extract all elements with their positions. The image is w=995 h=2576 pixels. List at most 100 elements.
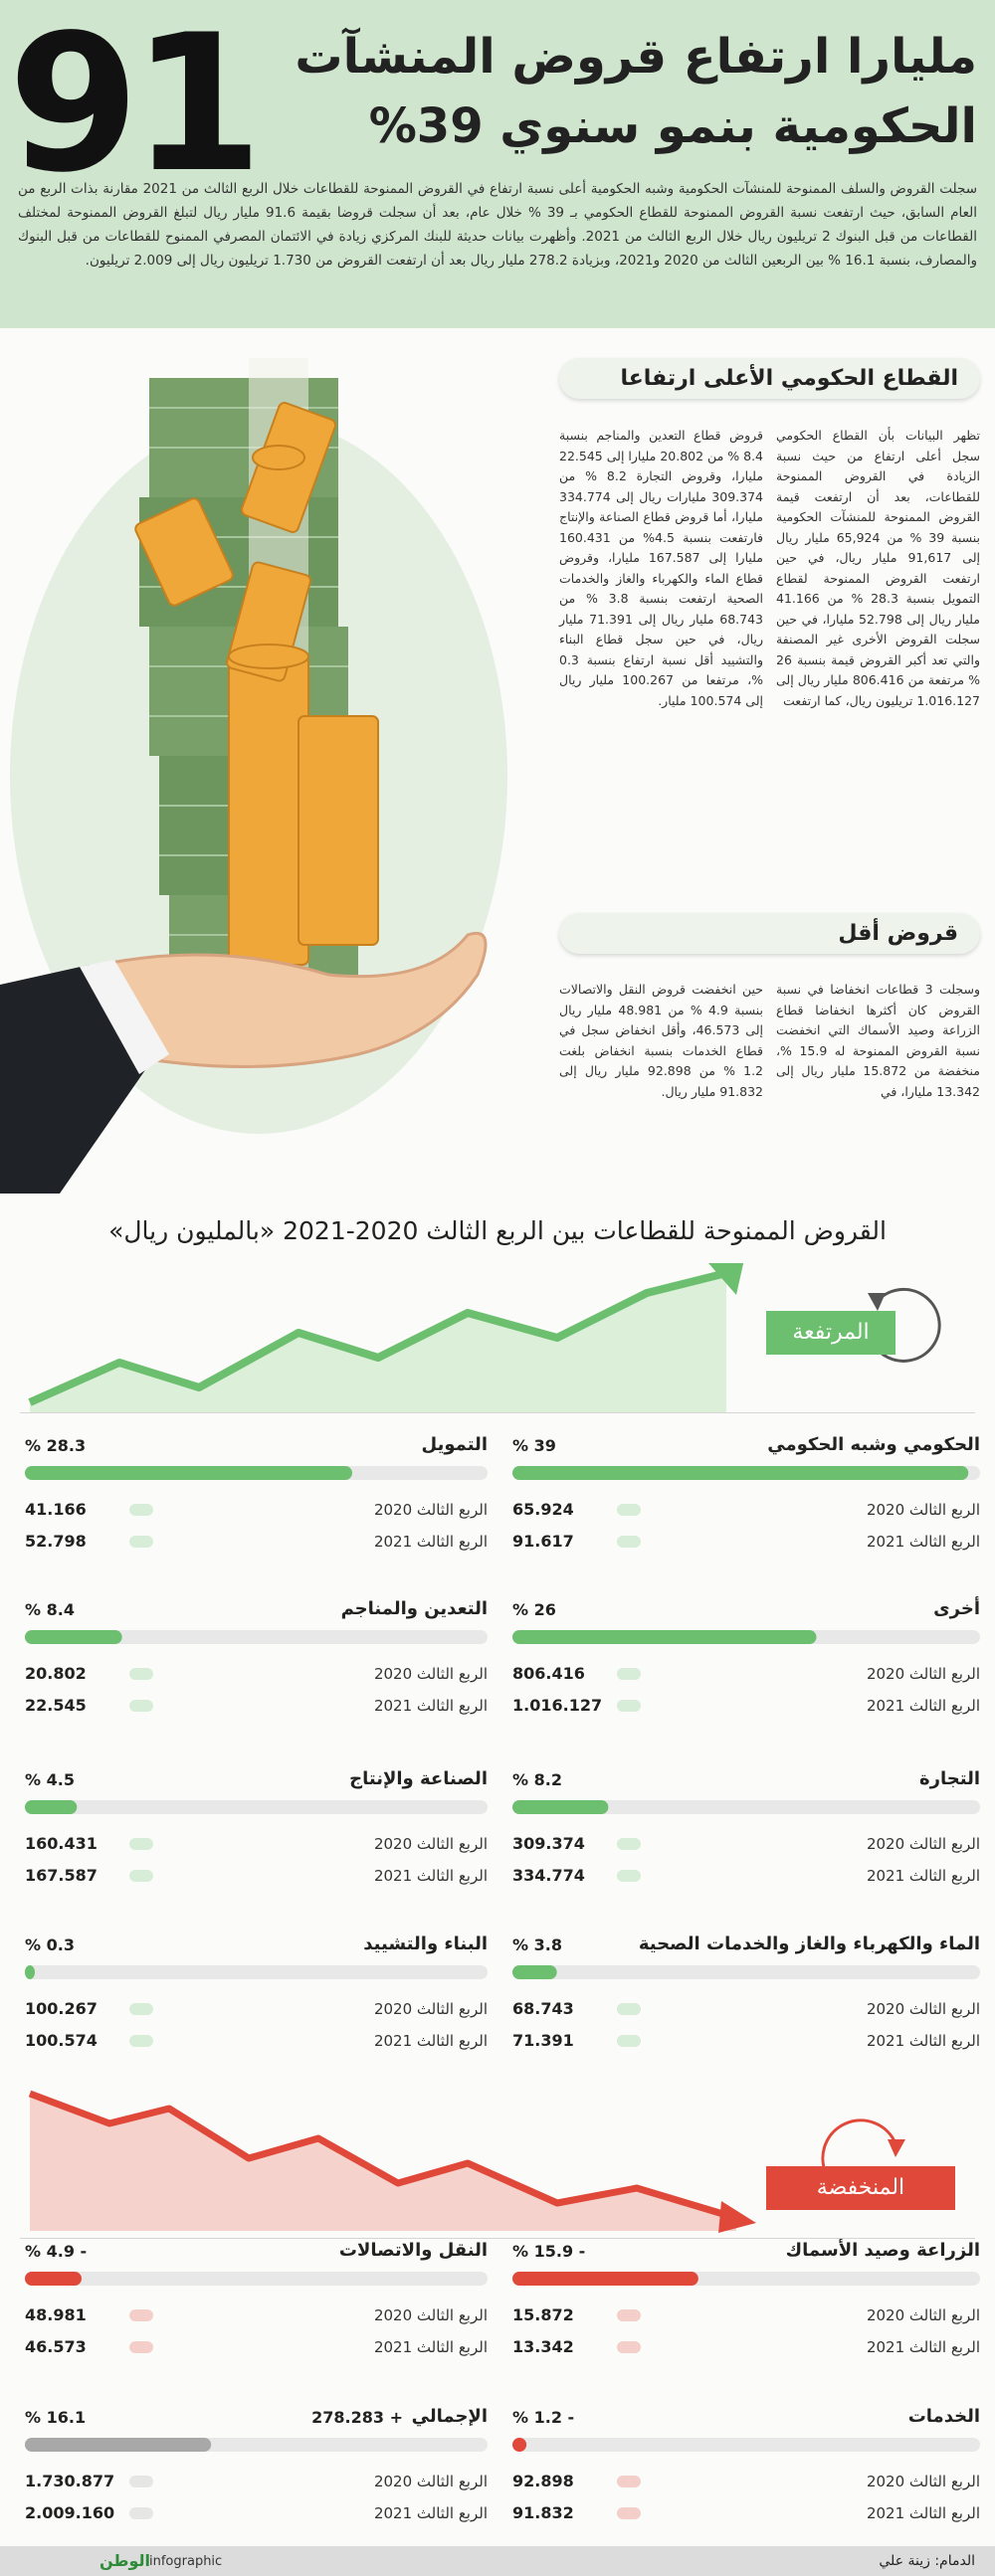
change-label: % 1.2 - [512, 2408, 575, 2427]
period-label: الربع الثالث 2021 [373, 2338, 488, 2356]
value: 41.166 [25, 1500, 87, 1519]
bar-track [512, 1630, 980, 1644]
change-label: % 3.8 [512, 1935, 562, 1954]
pill [129, 2003, 153, 2015]
header-bg [0, 0, 995, 328]
coins [134, 402, 379, 966]
sector-name: الخدمات [907, 2406, 980, 2427]
value-pill [617, 2035, 641, 2047]
value-pill [617, 1838, 641, 1850]
value-pill [129, 1504, 153, 1516]
text-column: حين انخفضت قروض النقل والاتصالات بنسبة 4… [559, 982, 764, 1099]
text-column: قروض قطاع التعدين والمناجم بنسبة 8.4 % م… [559, 428, 764, 708]
change-label: % 28.3 [25, 1436, 87, 1455]
value-pill [617, 2309, 641, 2321]
change-label: % 8.4 [25, 1600, 75, 1619]
change-label: % 4.5 [25, 1770, 75, 1789]
bar-bg [25, 1800, 488, 1814]
section-heading: قروض أقل [559, 913, 980, 954]
sector-name: أخرى [933, 1598, 980, 1619]
bar [512, 1630, 817, 1644]
bar-track [512, 2272, 980, 2286]
period-label: الربع الثالث 2020 [373, 2306, 488, 2324]
value: 1.730.877 [25, 2472, 115, 2490]
value: 309.374 [512, 1834, 585, 1853]
bar-bg [25, 1630, 488, 1644]
change-label: % 15.9 - [512, 2242, 586, 2261]
pill [617, 2507, 641, 2519]
value-pill [617, 1700, 641, 1712]
value: 71.391 [512, 2031, 574, 2050]
difference-label: 278.283 + [311, 2408, 403, 2427]
period-label: الربع الثالث 2020 [373, 2473, 488, 2490]
period-label: الربع الثالث 2021 [373, 2504, 488, 2522]
value: 806.416 [512, 1664, 585, 1683]
big-number: 91 [8, 0, 263, 214]
value: 91.832 [512, 2503, 574, 2522]
value-pill [617, 1504, 641, 1516]
bar [25, 1965, 35, 1979]
value: 22.545 [25, 1696, 87, 1715]
pill [617, 1838, 641, 1850]
credit: الدمام: زينة علي [879, 2553, 975, 2569]
value: 100.574 [25, 2031, 98, 2050]
change-label: % 16.1 [25, 2408, 87, 2427]
sector-name: الإجمالي [411, 2406, 488, 2427]
text-column: تظهر البيانات بأن القطاع الحكومي سجل أعل… [776, 428, 981, 708]
bar [25, 2272, 82, 2286]
separator [20, 1412, 975, 1413]
value: 65.924 [512, 1500, 574, 1519]
pill [617, 1536, 641, 1548]
pill [617, 1668, 641, 1680]
pill [617, 1504, 641, 1516]
period-label: الربع الثالث 2021 [866, 1867, 980, 1885]
bar-bg [25, 2272, 488, 2286]
value-pill [129, 2309, 153, 2321]
chart-title: القروض الممنوحة للقطاعات بين الربع الثال… [108, 1216, 887, 1245]
pill [129, 2035, 153, 2047]
pill [129, 1504, 153, 1516]
value: 334.774 [512, 1866, 585, 1885]
value-pill [617, 2507, 641, 2519]
value-pill [617, 1668, 641, 1680]
period-label: الربع الثالث 2020 [373, 1501, 488, 1519]
bar-bg [512, 1965, 980, 1979]
value-pill [129, 1870, 153, 1882]
title-line: الحكومية بنمو سنوي 39% [368, 98, 977, 154]
bar-track [25, 1965, 488, 1979]
pill [129, 1838, 153, 1850]
hand [57, 932, 488, 1068]
bar-track [25, 2272, 488, 2286]
pill [617, 1870, 641, 1882]
bar-track [512, 1800, 980, 1814]
value: 46.573 [25, 2337, 87, 2356]
sector-name: النقل والاتصالات [338, 2240, 488, 2261]
bar [25, 1630, 122, 1644]
illustration [0, 358, 507, 1194]
brand-sub: infographic [149, 2554, 223, 2569]
value: 48.981 [25, 2305, 87, 2324]
pill [129, 2341, 153, 2353]
rising-label: المرتفعة [766, 1311, 896, 1355]
falling-graphic [28, 2090, 905, 2233]
sector-name: الماء والكهرباء والغاز والخدمات الصحية [638, 1933, 980, 1954]
pill [617, 2035, 641, 2047]
value: 20.802 [25, 1664, 87, 1683]
value-pill [617, 1536, 641, 1548]
value-pill [129, 2341, 153, 2353]
sector-name: التمويل [421, 1434, 488, 1455]
value-pill [129, 1700, 153, 1712]
value-pill [129, 2035, 153, 2047]
period-label: الربع الثالث 2020 [866, 2000, 980, 2018]
cuff [80, 960, 169, 1074]
value: 91.617 [512, 1532, 574, 1551]
falling-label: المنخفضة [766, 2166, 955, 2210]
period-label: الربع الثالث 2020 [866, 1665, 980, 1683]
pill [129, 1870, 153, 1882]
period-label: الربع الثالث 2020 [866, 2306, 980, 2324]
value: 52.798 [25, 1532, 87, 1551]
brand: الوطن [100, 2551, 150, 2570]
period-label: الربع الثالث 2021 [866, 2032, 980, 2050]
bar [25, 1466, 352, 1480]
bar-track [512, 1965, 980, 1979]
